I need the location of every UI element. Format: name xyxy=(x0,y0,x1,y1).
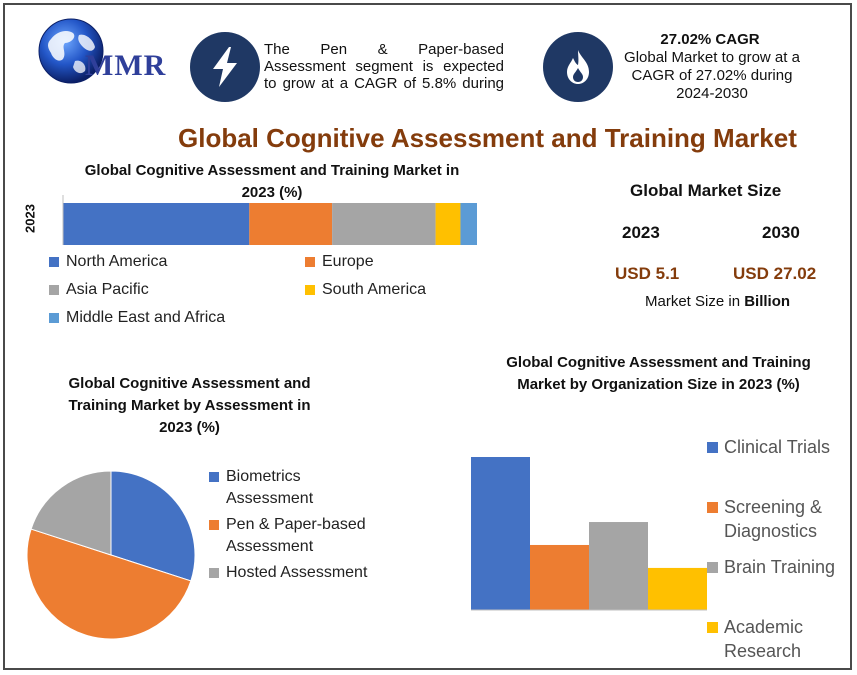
stacked-bar-segment-europe xyxy=(249,203,333,245)
legend-swatch xyxy=(707,502,718,513)
legend-swatch xyxy=(49,285,59,295)
legend-label: North America xyxy=(66,253,168,270)
column-chart xyxy=(471,457,707,611)
legend-label: Academic Research xyxy=(724,617,804,661)
column-bar-screening-and-diagnostics xyxy=(530,544,589,610)
legend-label: South America xyxy=(322,281,427,298)
flame-icon xyxy=(543,32,613,102)
stacked-bar-category-label: 2023 xyxy=(22,204,38,233)
legend-swatch xyxy=(209,472,219,482)
legend-label: Asia Pacific xyxy=(66,281,149,298)
legend-item-biometrics-assessment: Biometrics Assessment xyxy=(209,466,384,510)
legend-item-hosted-assessment: Hosted Assessment xyxy=(209,562,384,584)
stacked-bar-segment-south-america xyxy=(435,203,461,245)
column-chart-title: Global Cognitive Assessment and Training… xyxy=(506,354,811,393)
column-bar-brain-training xyxy=(589,522,648,610)
stacked-bar-segment-asia-pacific xyxy=(332,203,436,245)
legend-label: Pen & Paper-based Assessment xyxy=(226,516,366,555)
legend-swatch xyxy=(707,562,718,573)
column-bar-academic-research xyxy=(648,567,707,610)
stacked-bar-segment-north-america xyxy=(63,203,250,245)
legend-item-screening-and-diagnostics: Screening & Diagnostics xyxy=(707,495,842,543)
legend-item-clinical-trials: Clinical Trials xyxy=(707,435,842,459)
market-size-value-2030: USD 27.02 xyxy=(733,264,817,283)
legend-item-academic-research: Academic Research xyxy=(707,615,842,663)
stacked-bar-segment-middle-east-and-africa xyxy=(460,203,477,245)
legend-swatch xyxy=(209,568,219,578)
legend-label: Europe xyxy=(322,253,374,270)
legend-label: Middle East and Africa xyxy=(66,309,226,326)
market-size-unit: Market Size in Billion xyxy=(645,293,790,310)
stacked-bar-title: Global Cognitive Assessment and Training… xyxy=(84,162,460,201)
infographic-frame: MMR The Pen & Paper-based Assessment seg… xyxy=(3,3,852,670)
legend-item-middle-east-and-africa: Middle East and Africa xyxy=(49,307,225,329)
legend-item-north-america: North America xyxy=(49,251,167,273)
stacked-bar-legend: North America Europe Asia Pacific South Ame… xyxy=(49,251,489,336)
market-size-unit-prefix: Market Size in xyxy=(645,293,741,310)
stacked-bar-chart xyxy=(62,195,477,245)
page-title: Global Cognitive Assessment and Training… xyxy=(178,123,797,153)
legend-item-europe: Europe xyxy=(305,251,374,273)
legend-swatch xyxy=(49,257,59,267)
legend-swatch xyxy=(707,622,718,633)
segment-growth-text: The Pen & Paper-based Assessment segment… xyxy=(264,41,504,92)
cagr-text: Global Market to grow at a CAGR of 27.02… xyxy=(624,49,800,102)
market-size-unit-bold: Billion xyxy=(744,293,791,310)
logo-text: MMR xyxy=(85,49,167,82)
pie-chart-legend: Biometrics Assessment Pen & Paper-based A… xyxy=(209,466,384,588)
legend-label: Hosted Assessment xyxy=(226,564,368,581)
legend-label: Screening & Diagnostics xyxy=(724,497,823,541)
legend-swatch xyxy=(305,257,315,267)
legend-item-asia-pacific: Asia Pacific xyxy=(49,279,149,301)
pie-chart-title: Global Cognitive Assessment and Training… xyxy=(68,375,311,436)
cagr-title: 27.02% CAGR xyxy=(660,31,760,48)
column-bar-clinical-trials xyxy=(471,457,530,610)
pie-chart xyxy=(26,470,196,640)
legend-swatch xyxy=(49,313,59,323)
legend-swatch xyxy=(305,285,315,295)
legend-item-pen-and-paper-based-assessment: Pen & Paper-based Assessment xyxy=(209,514,384,558)
legend-swatch xyxy=(209,520,219,530)
lightning-bolt-icon xyxy=(190,32,260,102)
pie-slice-hosted-assessment xyxy=(30,470,112,556)
legend-item-south-america: South America xyxy=(305,279,426,301)
market-size-year-2023: 2023 xyxy=(622,223,660,242)
logo: MMR xyxy=(33,13,183,93)
legend-item-brain-training: Brain Training xyxy=(707,555,842,579)
legend-label: Biometrics Assessment xyxy=(226,468,314,507)
pie-slice-biometrics-assessment xyxy=(110,470,196,582)
legend-label: Clinical Trials xyxy=(724,437,831,457)
market-size-year-2030: 2030 xyxy=(762,223,800,242)
market-size-title: Global Market Size xyxy=(630,181,782,200)
pie-slice-pen-and-paper-based-assessment xyxy=(26,528,192,640)
market-size-value-2023: USD 5.1 xyxy=(615,264,680,283)
legend-label: Brain Training xyxy=(724,557,836,577)
globe-icon xyxy=(38,18,104,84)
legend-swatch xyxy=(707,442,718,453)
